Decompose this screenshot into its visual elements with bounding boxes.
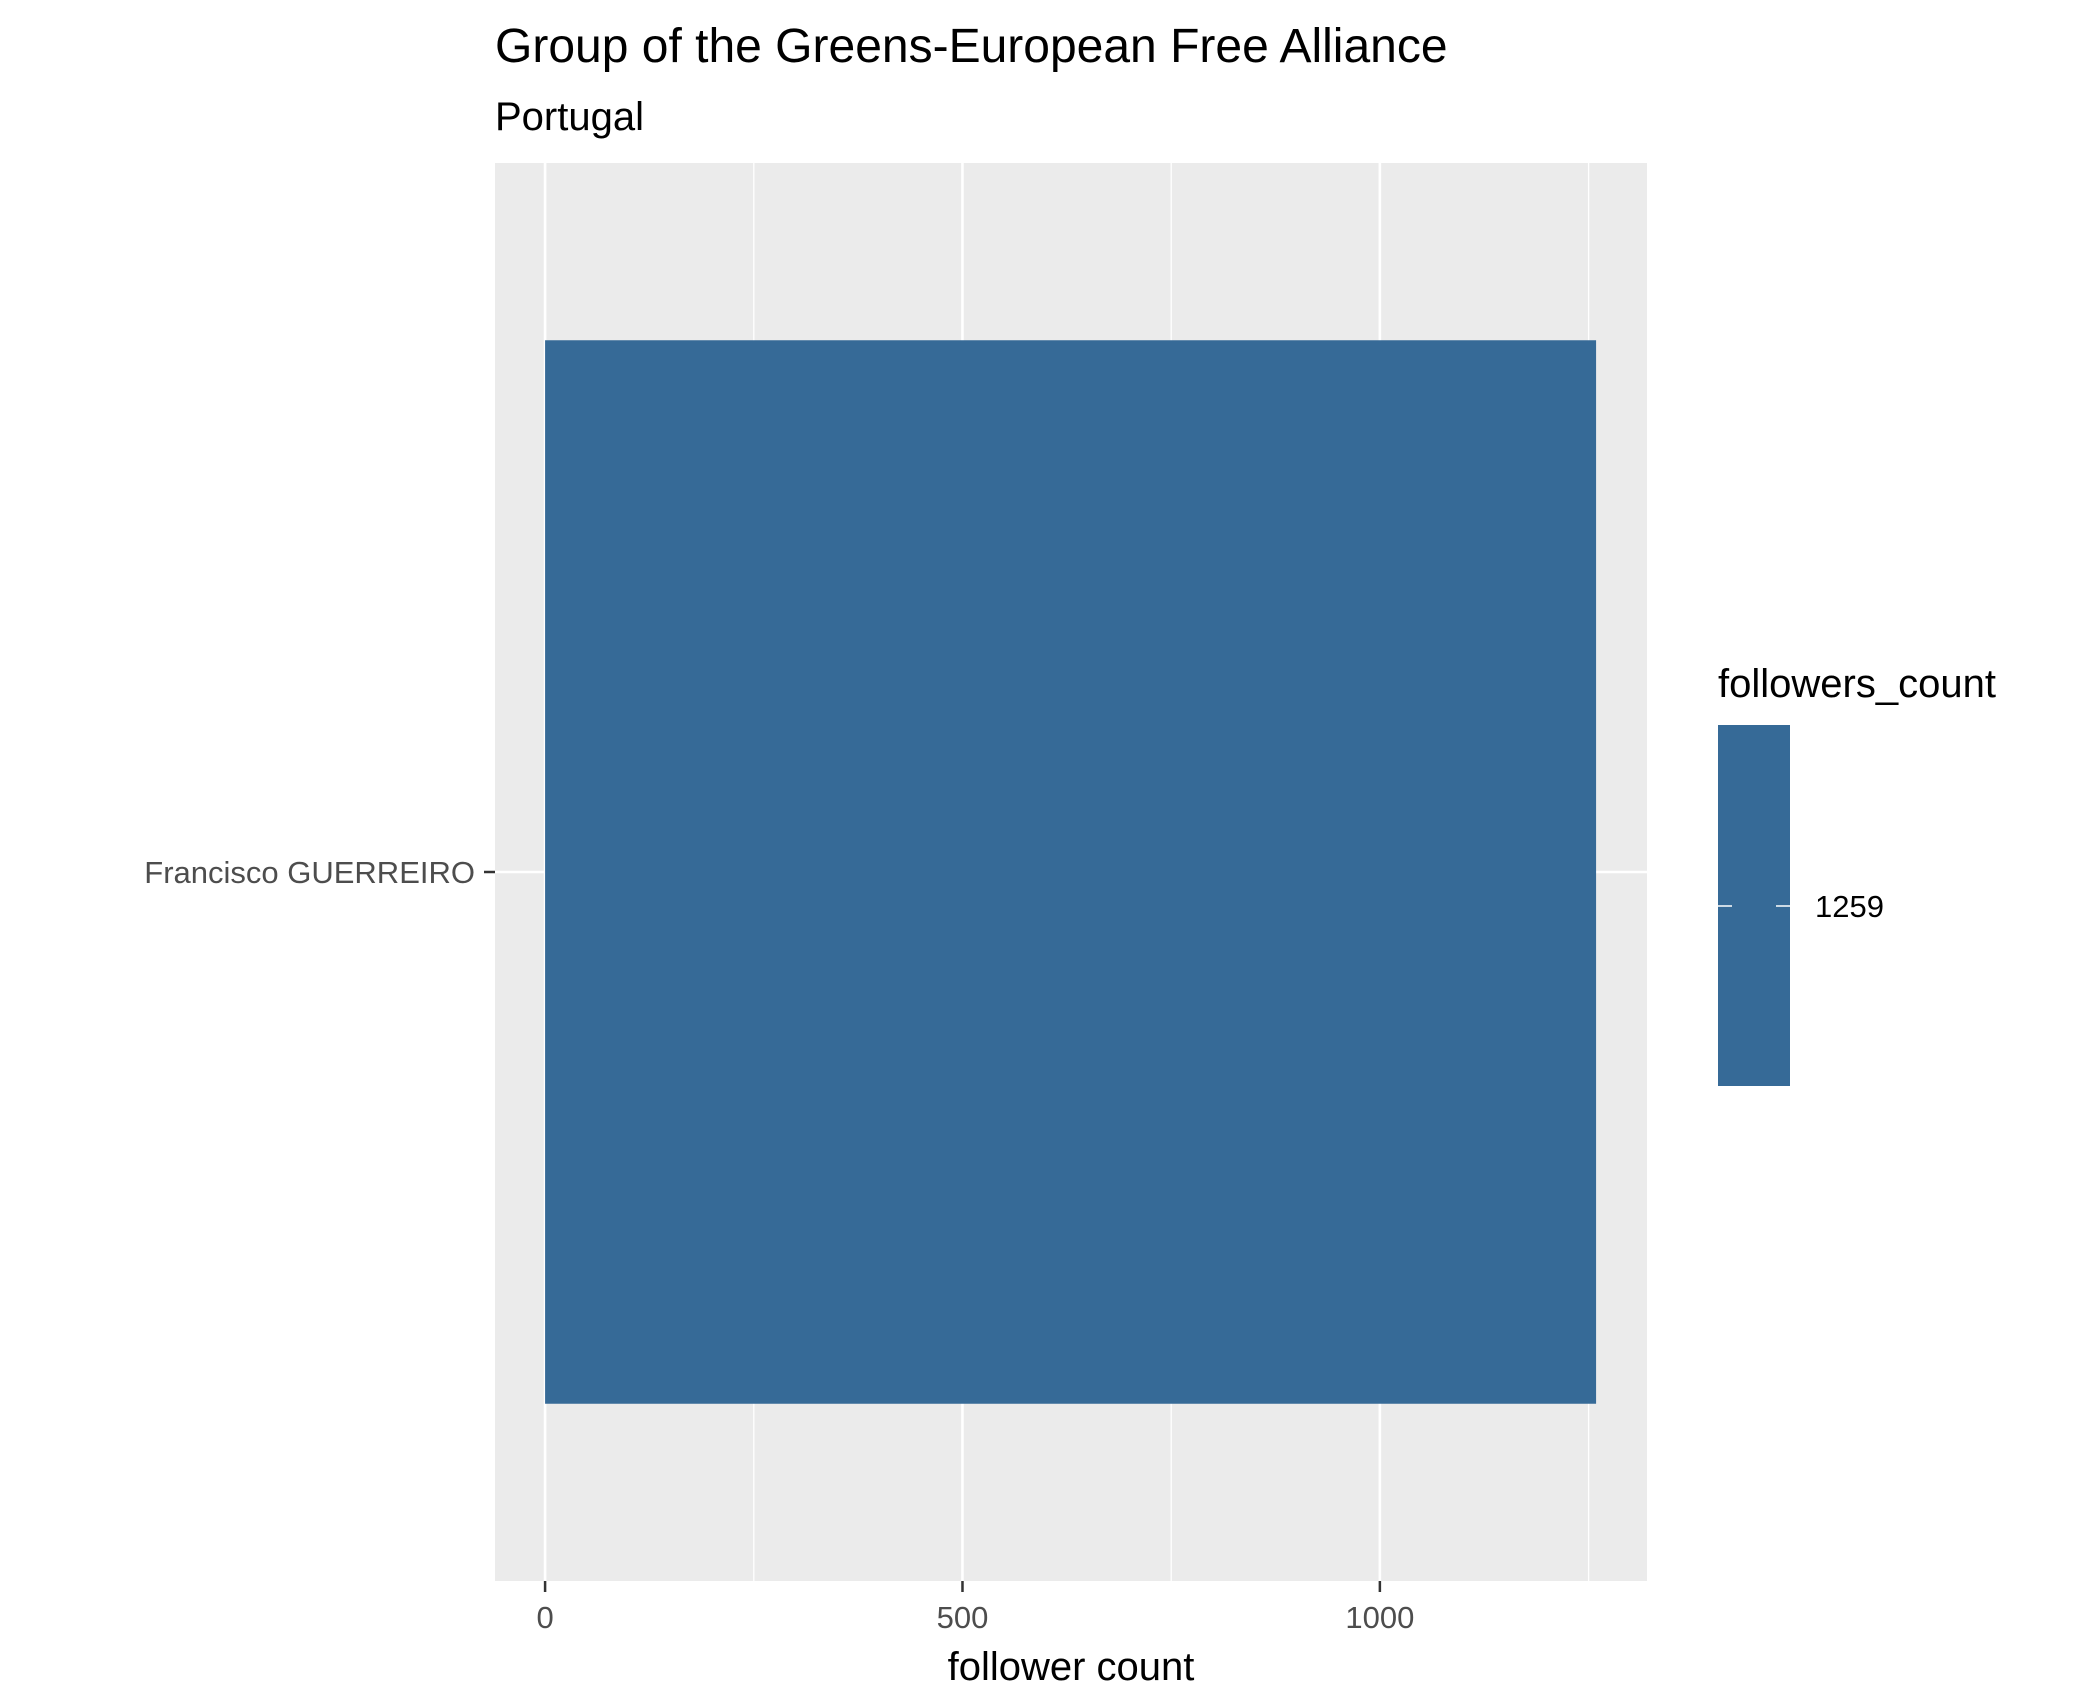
x-tick-label: 1000 bbox=[1345, 1600, 1414, 1635]
legend-title: followers_count bbox=[1718, 662, 1996, 706]
bar bbox=[545, 340, 1597, 1404]
legend: followers_count 1259 bbox=[1718, 662, 1996, 1086]
bars bbox=[545, 340, 1597, 1404]
y-axis: Francisco GUERREIRO bbox=[144, 855, 495, 890]
x-axis-title: follower count bbox=[948, 1645, 1195, 1689]
legend-label: 1259 bbox=[1815, 889, 1884, 924]
x-tick-label: 0 bbox=[536, 1600, 553, 1635]
x-tick-label: 500 bbox=[937, 1600, 989, 1635]
y-tick-label: Francisco GUERREIRO bbox=[144, 855, 475, 890]
chart-title: Group of the Greens-European Free Allian… bbox=[495, 20, 1448, 73]
chart-subtitle: Portugal bbox=[495, 95, 644, 139]
x-axis: 0 500 1000 bbox=[536, 1581, 1414, 1635]
